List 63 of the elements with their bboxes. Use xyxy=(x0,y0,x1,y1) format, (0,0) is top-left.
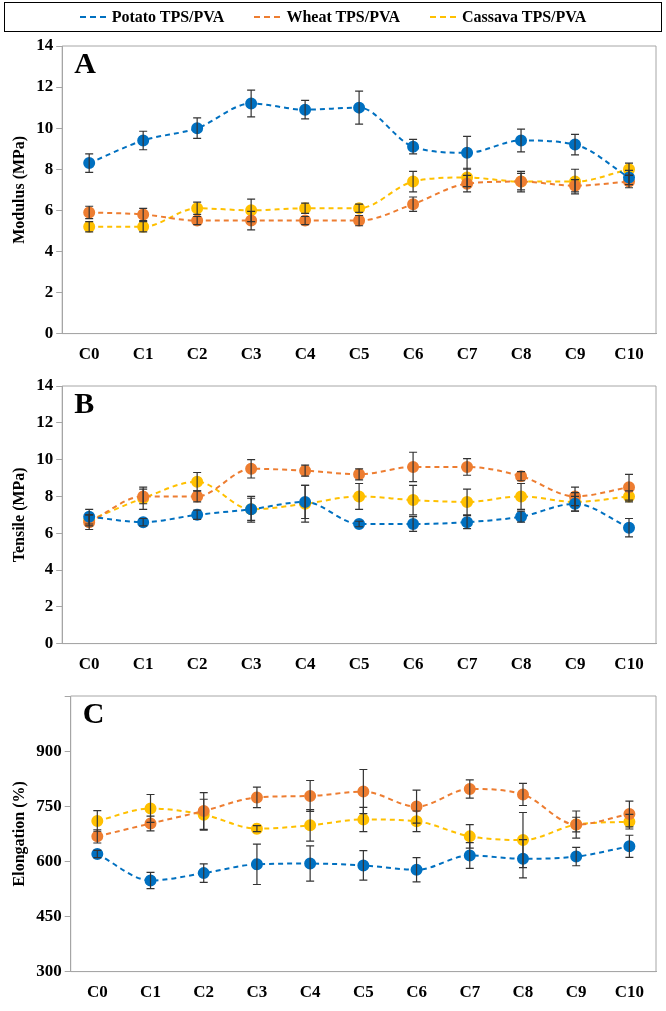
x-tick-label: C3 xyxy=(240,344,262,364)
x-tick-label: C6 xyxy=(406,982,427,1002)
y-axis-title: Elongation (%) xyxy=(9,781,28,887)
legend-label: Wheat TPS/PVA xyxy=(286,8,401,26)
x-tick-label: C2 xyxy=(193,982,215,1002)
y-tick-label: 10 xyxy=(36,448,54,468)
y-tick-label: 0 xyxy=(44,322,54,342)
y-tick-label: 2 xyxy=(44,596,54,616)
y-axis-title: Tensile (MPa) xyxy=(9,467,28,563)
x-tick-label: C7 xyxy=(456,344,478,364)
y-tick-label: 750 xyxy=(36,795,62,815)
x-tick-label: C10 xyxy=(614,654,644,674)
y-tick-label: 600 xyxy=(36,850,62,870)
y-tick-label: 12 xyxy=(36,76,54,96)
x-tick-label: C6 xyxy=(402,654,424,674)
legend-label: Cassava TPS/PVA xyxy=(462,8,587,26)
x-tick-label: C1 xyxy=(132,344,154,364)
x-tick-label: C0 xyxy=(78,344,100,364)
x-tick-label: C8 xyxy=(510,344,532,364)
x-tick-label: C1 xyxy=(132,654,154,674)
y-tick-label: 8 xyxy=(44,158,54,178)
x-tick-label: C2 xyxy=(186,344,208,364)
x-tick-label: C5 xyxy=(348,344,370,364)
x-tick-label: C9 xyxy=(565,982,587,1002)
y-tick-label: 14 xyxy=(36,35,54,55)
x-tick-label: C6 xyxy=(402,344,424,364)
x-tick-label: C9 xyxy=(564,654,586,674)
annotation: C xyxy=(82,695,105,729)
y-tick-label: 12 xyxy=(36,412,54,432)
x-tick-label: C4 xyxy=(299,982,322,1002)
x-tick-label: C2 xyxy=(186,654,208,674)
y-tick-label: 0 xyxy=(44,632,54,652)
x-tick-label: C5 xyxy=(348,654,370,674)
y-tick-label: 900 xyxy=(36,740,62,760)
x-tick-label: C10 xyxy=(614,982,645,1002)
x-tick-label: C4 xyxy=(294,654,316,674)
x-tick-label: C3 xyxy=(246,982,268,1002)
x-tick-label: C4 xyxy=(294,344,316,364)
y-tick-label: 6 xyxy=(44,522,54,542)
x-tick-label: C5 xyxy=(352,982,374,1002)
y-tick-label: 10 xyxy=(36,117,54,137)
annotation: A xyxy=(74,45,97,79)
legend-label: Potato TPS/PVA xyxy=(111,8,225,26)
y-tick-label: 300 xyxy=(36,960,62,980)
x-tick-label: C8 xyxy=(512,982,534,1002)
x-tick-label: C1 xyxy=(140,982,161,1002)
annotation: B xyxy=(74,385,95,419)
x-tick-label: C9 xyxy=(564,344,586,364)
y-tick-label: 2 xyxy=(44,281,54,301)
y-tick-label: 4 xyxy=(44,559,54,579)
x-tick-label: C3 xyxy=(240,654,262,674)
x-tick-label: C10 xyxy=(614,344,644,364)
y-tick-label: 8 xyxy=(44,485,54,505)
x-tick-label: C7 xyxy=(459,982,481,1002)
x-tick-label: C0 xyxy=(86,982,108,1002)
y-tick-label: 14 xyxy=(36,375,54,395)
y-tick-label: 6 xyxy=(44,199,54,219)
x-tick-label: C8 xyxy=(510,654,532,674)
y-tick-label: 450 xyxy=(36,905,62,925)
y-axis-title: Modulus (MPa) xyxy=(9,135,28,244)
y-tick-label: 4 xyxy=(44,240,54,260)
x-tick-label: C0 xyxy=(78,654,100,674)
x-tick-label: C7 xyxy=(456,654,478,674)
